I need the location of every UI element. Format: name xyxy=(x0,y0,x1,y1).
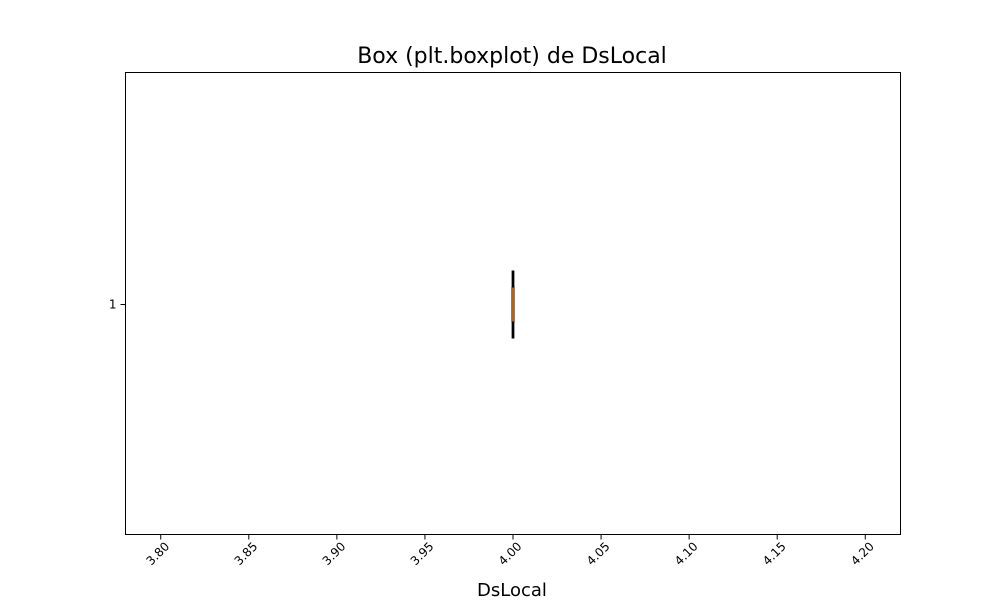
x-tick-label: 3.85 xyxy=(232,539,261,568)
x-tick-label: 3.95 xyxy=(408,539,437,568)
x-tick-label: 4.00 xyxy=(496,539,525,568)
x-tick-label: 4.10 xyxy=(672,539,701,568)
x-axis-ticks: 3.80 3.85 3.90 3.95 4.00 4.05 4.10 4.15 4.20 xyxy=(144,534,877,568)
x-tick-label: 3.80 xyxy=(144,539,173,568)
x-tick-label: 4.15 xyxy=(760,539,789,568)
x-tick-label: 4.20 xyxy=(848,539,877,568)
chart-title: Box (plt.boxplot) de DsLocal xyxy=(357,44,667,69)
box-elements xyxy=(511,270,515,339)
x-tick-label: 3.90 xyxy=(320,539,349,568)
y-axis-ticks: 1 xyxy=(109,298,126,312)
y-tick-label: 1 xyxy=(109,298,117,312)
x-tick-label: 4.05 xyxy=(584,539,613,568)
x-axis-label: DsLocal xyxy=(477,580,547,600)
